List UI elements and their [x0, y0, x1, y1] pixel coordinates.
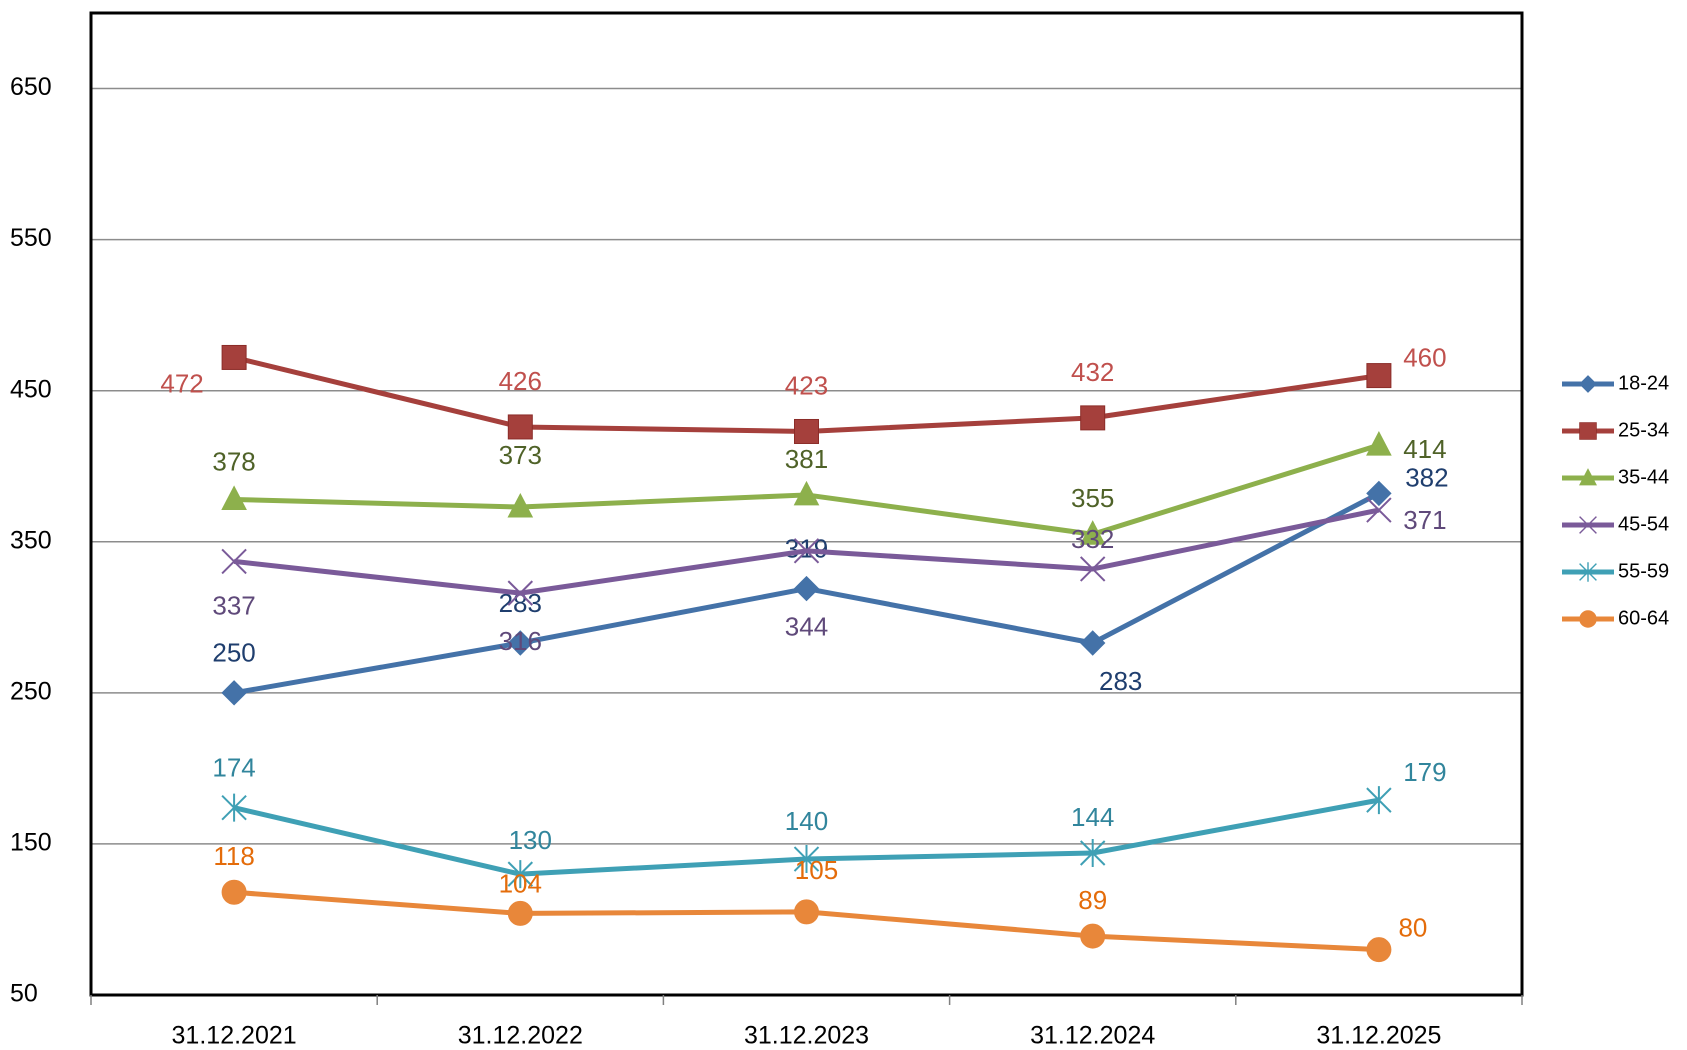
data-label: 140	[785, 806, 828, 836]
data-label: 382	[1405, 462, 1448, 492]
legend-marker	[1579, 516, 1597, 534]
y-tick-label: 650	[10, 73, 52, 101]
legend-label: 25-34	[1618, 419, 1669, 441]
legend-label: 55-59	[1618, 560, 1669, 582]
data-label: 80	[1398, 913, 1427, 943]
data-label: 373	[499, 440, 542, 470]
marker	[221, 793, 247, 822]
data-label: 118	[213, 841, 254, 871]
data-label: 432	[1071, 357, 1114, 387]
data-label: 423	[785, 370, 828, 400]
legend-marker	[1579, 468, 1597, 486]
data-label: 250	[212, 638, 255, 668]
legend-label: 35-44	[1618, 466, 1669, 488]
legend-marker	[1579, 375, 1597, 393]
y-tick-label: 50	[10, 980, 38, 1008]
data-label: 344	[785, 612, 828, 642]
x-tick-label: 31.12.2023	[744, 1022, 869, 1050]
data-label: 426	[499, 366, 542, 396]
x-tick-label: 31.12.2025	[1316, 1022, 1441, 1050]
data-label: 472	[160, 368, 203, 398]
marker	[221, 344, 247, 370]
data-label: 378	[212, 446, 255, 476]
y-tick-label: 450	[10, 375, 52, 403]
marker	[1366, 497, 1392, 523]
legend-label: 45-54	[1618, 513, 1669, 535]
marker	[793, 845, 820, 874]
series: 378 373 381 355 414	[212, 430, 1447, 545]
data-label: 381	[785, 444, 828, 474]
marker	[793, 480, 820, 506]
marker	[221, 879, 247, 905]
legend-label: 60-64	[1618, 607, 1669, 629]
marker	[1366, 786, 1392, 815]
marker	[507, 860, 534, 889]
data-label: 355	[1071, 483, 1114, 513]
series: 118 104 105 89 80	[213, 841, 1427, 963]
series: 472 426 423 432 460	[160, 342, 1447, 444]
marker	[221, 485, 247, 510]
y-tick-label: 550	[10, 224, 52, 252]
series: 337 316 344 332 371	[212, 497, 1447, 656]
data-label: 414	[1403, 434, 1446, 464]
marker	[221, 548, 247, 575]
legend-marker	[1579, 422, 1597, 440]
legend-marker	[1579, 610, 1597, 628]
marker	[1079, 520, 1106, 545]
marker	[1079, 556, 1106, 582]
data-label: 460	[1403, 342, 1446, 372]
marker	[1079, 838, 1106, 867]
marker	[507, 492, 534, 518]
data-label: 179	[1403, 757, 1446, 787]
series: 174 130 140 144 179	[212, 753, 1447, 889]
data-label: 105	[795, 855, 838, 885]
y-tick-label: 250	[10, 677, 52, 705]
data-label: 316	[499, 626, 542, 656]
data-label: 371	[1403, 505, 1446, 535]
legend-label: 18-24	[1618, 372, 1669, 394]
plot-frame	[89, 11, 1524, 997]
data-label: 337	[212, 590, 255, 620]
marker	[1366, 363, 1392, 389]
marker	[1366, 430, 1392, 456]
x-tick-label: 31.12.2021	[172, 1022, 297, 1050]
marker	[507, 900, 533, 926]
y-tick-label: 150	[10, 829, 52, 857]
marker	[1366, 480, 1392, 507]
marker	[1080, 405, 1106, 431]
marker	[507, 414, 533, 440]
data-label: 332	[1071, 524, 1114, 554]
x-tick-label: 31.12.2024	[1030, 1022, 1155, 1050]
marker	[221, 680, 247, 706]
legend-marker	[1579, 562, 1597, 582]
data-label: 89	[1078, 885, 1107, 915]
marker	[507, 580, 534, 606]
marker	[1079, 630, 1106, 656]
data-label: 174	[212, 753, 255, 783]
marker	[794, 899, 819, 925]
data-label: 130	[509, 825, 552, 855]
marker	[1366, 937, 1392, 963]
marker	[793, 538, 820, 564]
marker	[794, 418, 819, 444]
y-tick-label: 350	[10, 526, 52, 554]
data-label: 144	[1071, 802, 1114, 832]
x-tick-label: 31.12.2022	[458, 1022, 583, 1050]
data-label: 104	[499, 868, 542, 898]
marker	[1080, 923, 1106, 949]
marker	[793, 575, 820, 602]
data-label: 283	[1099, 666, 1142, 696]
marker	[507, 630, 534, 656]
